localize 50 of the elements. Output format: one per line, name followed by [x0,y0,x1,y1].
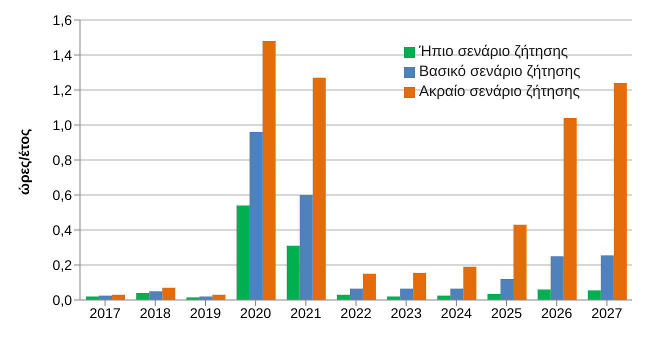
legend-label: Ήπιο σενάριο ζήτησης [419,42,568,62]
y-tick-label: 1,0 [52,116,72,133]
y-tick-label: 1,2 [52,82,72,98]
bar [614,83,627,300]
y-tick-label: 1,4 [52,46,72,63]
x-tick-label: 2019 [190,304,222,321]
bar [350,288,363,300]
bar [450,288,464,300]
legend-label: Βασικό σενάριο ζήτησης [419,62,580,82]
bar [286,246,300,300]
bar [312,78,326,300]
bar [400,288,414,300]
y-tick-label: 0,0 [52,292,72,308]
bar [236,206,250,300]
bar [513,224,526,300]
bar [362,274,376,300]
bar [588,290,601,300]
bar [437,296,450,300]
bar [262,41,276,300]
bar [99,296,112,300]
x-tick-label: 2018 [140,304,172,321]
x-tick-label: 2027 [591,304,623,321]
x-tick-label: 2024 [440,304,472,321]
bar [487,294,500,300]
bar [250,132,263,300]
bar [550,256,564,300]
x-tick-label: 2026 [541,304,573,321]
bar [136,293,150,300]
bar [149,291,162,300]
bar [538,290,551,300]
bar [600,255,614,300]
x-tick-label: 2021 [290,304,322,321]
y-tick-label: 1,6 [52,12,72,28]
bar [500,279,514,300]
y-tick-label: 0,4 [52,222,72,238]
bar [162,288,176,300]
bar [300,195,313,300]
x-tick-label: 2017 [90,304,121,321]
y-tick-label: 0,6 [52,186,72,203]
bar [413,272,426,300]
bar [463,266,476,300]
x-tick-label: 2022 [340,304,372,321]
bar [564,118,577,300]
y-tick-label: 0,8 [52,152,72,168]
y-axis-title: ώρες/έτος [16,128,32,195]
y-tick-label: 0,2 [52,256,72,273]
legend-label: Ακραίο σενάριο ζήτησης [419,82,580,102]
x-tick-label: 2025 [490,304,522,321]
x-tick-label: 2020 [240,304,272,321]
x-tick-label: 2023 [390,304,422,321]
